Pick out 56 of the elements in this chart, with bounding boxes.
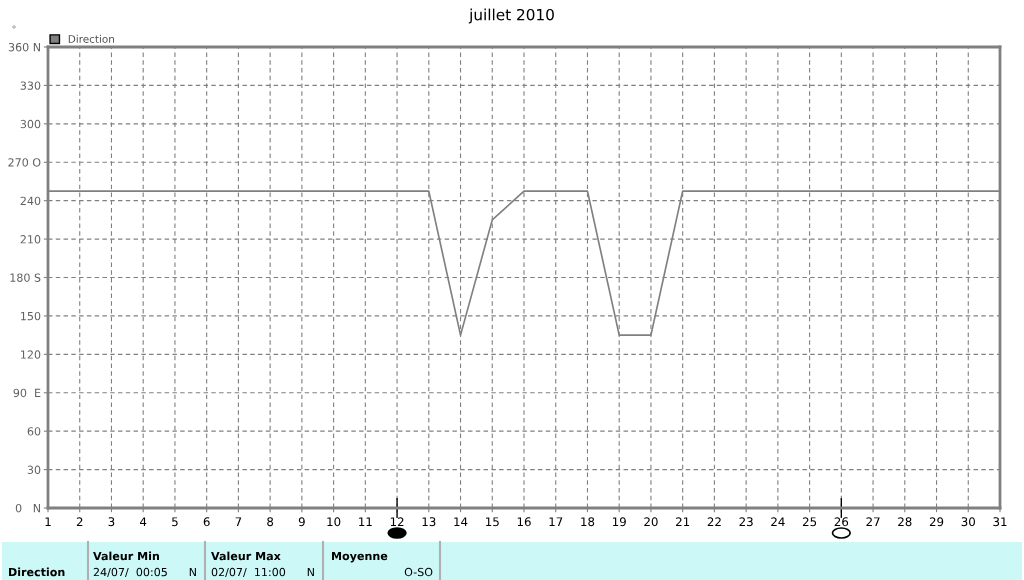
- x-tick-label: 28: [898, 517, 912, 527]
- y-tick-label: 240: [20, 196, 41, 206]
- text: 24/07/ 00:05: [93, 567, 167, 578]
- text: Moyenne: [332, 551, 388, 563]
- y-tick-label: 330: [20, 81, 41, 90]
- y-tick-label: 90 E: [13, 388, 41, 398]
- y-tick-label: 150: [21, 311, 41, 321]
- x-tick-label: 7: [235, 517, 242, 526]
- x-tick-label: 19: [612, 517, 626, 527]
- x-tick-label: 16: [517, 517, 531, 527]
- x-tick-label: 12: [390, 517, 404, 526]
- x-tick-label: 31: [993, 517, 1007, 527]
- y-tick-label: 270 O: [8, 158, 41, 167]
- x-tick-label: 1: [45, 517, 51, 526]
- text: N: [307, 567, 314, 577]
- x-tick-label: 22: [707, 517, 721, 526]
- x-tick-label: 9: [298, 517, 305, 527]
- legend-label: Direction: [68, 34, 114, 43]
- x-tick-label: 10: [327, 517, 341, 527]
- text: O-SO: [404, 567, 433, 577]
- y-tick-label: 210: [20, 235, 41, 244]
- chart-title: juillet 2010: [468, 8, 554, 24]
- y-tick-label: 180 S: [10, 273, 41, 282]
- text: N: [189, 567, 196, 577]
- x-tick-label: 21: [676, 517, 690, 526]
- x-tick-label: 30: [961, 517, 975, 527]
- x-tick-label: 17: [549, 517, 563, 526]
- text: Valeur Min: [93, 551, 159, 561]
- x-tick-label: 25: [802, 517, 817, 527]
- x-tick-label: 27: [866, 517, 880, 526]
- y-tick-label: 30: [27, 465, 41, 474]
- x-tick-label: 20: [644, 517, 658, 527]
- x-tick-label: 23: [739, 517, 753, 527]
- x-tick-label: 8: [267, 517, 274, 527]
- y-tick-label: 360 N: [8, 42, 40, 52]
- y-axis-title: °: [12, 25, 16, 29]
- text: Valeur Max: [211, 551, 281, 561]
- x-tick-label: 26: [834, 517, 849, 527]
- x-tick-label: 4: [140, 517, 147, 526]
- x-tick-label: 24: [771, 517, 785, 526]
- x-tick-label: 2: [76, 517, 83, 526]
- x-tick-label: 29: [929, 517, 944, 527]
- text: Direction: [9, 567, 65, 577]
- x-tick-label: 3: [108, 517, 115, 527]
- x-tick-label: 11: [359, 517, 372, 526]
- x-tick-label: 14: [454, 517, 468, 526]
- y-tick-label: 60: [27, 427, 41, 436]
- y-tick-label: 300: [20, 119, 41, 129]
- x-tick-label: 18: [581, 517, 595, 527]
- y-tick-label: 120: [21, 350, 41, 359]
- y-tick-label: 0 N: [15, 503, 40, 513]
- text: 02/07/ 11:00: [211, 567, 286, 578]
- x-tick-label: 5: [172, 517, 178, 527]
- x-tick-label: 15: [486, 517, 499, 527]
- x-tick-label: 13: [422, 517, 436, 527]
- x-tick-label: 6: [203, 517, 210, 527]
